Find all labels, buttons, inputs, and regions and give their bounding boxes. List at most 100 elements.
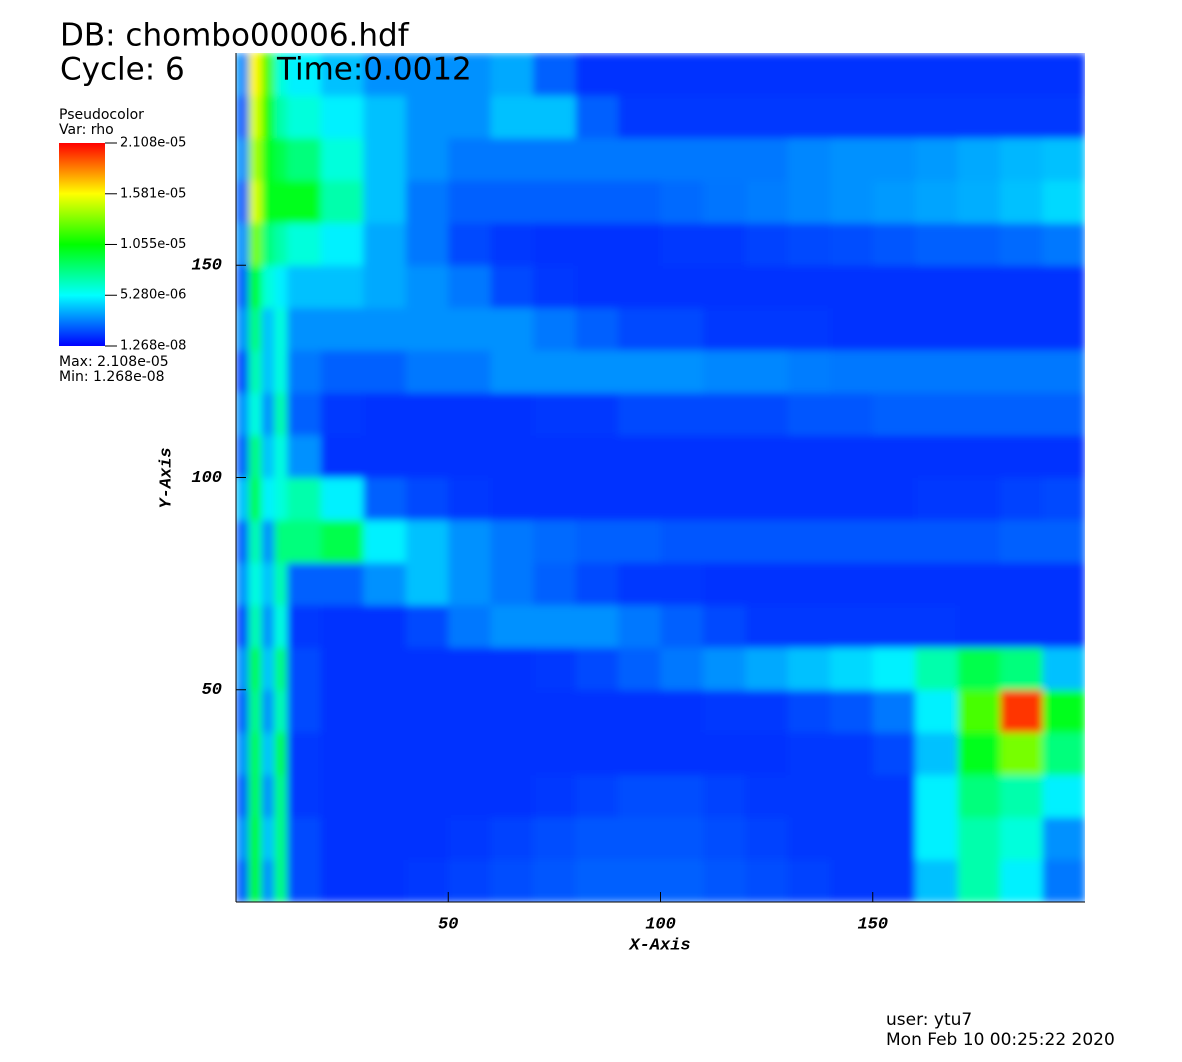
cell xyxy=(660,307,704,351)
cell xyxy=(448,647,492,691)
cell xyxy=(1000,180,1044,224)
cell xyxy=(405,477,449,521)
cell xyxy=(575,519,619,563)
cell xyxy=(957,477,1001,521)
cell xyxy=(872,647,916,691)
cell xyxy=(618,859,661,902)
cell xyxy=(405,222,449,266)
cell xyxy=(618,604,661,648)
cell xyxy=(448,689,492,733)
cell xyxy=(745,859,789,902)
cell xyxy=(248,817,262,861)
cell xyxy=(660,477,704,521)
cell xyxy=(787,180,831,224)
cell xyxy=(363,95,407,139)
cell xyxy=(787,562,831,606)
cell xyxy=(618,222,661,266)
cell xyxy=(490,817,534,861)
colorbar-label: 5.280e-06 xyxy=(120,288,186,303)
cell xyxy=(320,604,364,648)
cell xyxy=(915,477,959,521)
cell xyxy=(575,732,619,776)
cell xyxy=(248,689,262,733)
cell xyxy=(787,817,831,861)
cell xyxy=(618,774,661,818)
cell xyxy=(872,859,916,902)
cell xyxy=(830,392,874,436)
cell xyxy=(320,477,364,521)
cell xyxy=(1000,53,1044,96)
cell xyxy=(702,519,746,563)
cell xyxy=(363,604,407,648)
cell xyxy=(575,562,619,606)
cell xyxy=(660,222,704,266)
cell xyxy=(248,350,262,394)
cell xyxy=(405,137,449,181)
cell xyxy=(957,435,1001,478)
cell xyxy=(490,307,534,351)
cell xyxy=(533,817,577,861)
cell xyxy=(957,562,1001,606)
cell xyxy=(830,307,874,351)
cell xyxy=(872,817,916,861)
cell xyxy=(405,95,449,139)
cell xyxy=(1042,307,1085,351)
cell xyxy=(448,817,492,861)
cell xyxy=(248,180,262,224)
cell xyxy=(830,859,874,902)
cell xyxy=(787,859,831,902)
cell xyxy=(618,350,661,394)
cell xyxy=(702,732,746,776)
y-tick-label: 150 xyxy=(191,257,222,276)
cell xyxy=(830,137,874,181)
cell xyxy=(274,265,288,309)
cell xyxy=(261,477,275,521)
cell xyxy=(236,53,250,96)
cell xyxy=(274,519,288,563)
colorbar-label: 1.581e-05 xyxy=(120,186,186,201)
cell xyxy=(830,689,874,733)
cell xyxy=(702,350,746,394)
cell xyxy=(575,392,619,436)
cell xyxy=(957,222,1001,266)
cell xyxy=(363,689,407,733)
cell xyxy=(286,859,322,902)
cell xyxy=(915,137,959,181)
cell xyxy=(286,95,322,139)
cell xyxy=(320,689,364,733)
cell xyxy=(490,350,534,394)
cell xyxy=(1042,774,1085,818)
cell xyxy=(618,307,661,351)
cell xyxy=(490,137,534,181)
cell xyxy=(787,604,831,648)
cell xyxy=(872,222,916,266)
cell xyxy=(618,689,661,733)
cell xyxy=(1000,95,1044,139)
cell xyxy=(660,774,704,818)
cell xyxy=(915,53,959,96)
cell xyxy=(787,774,831,818)
cell xyxy=(236,562,250,606)
cell xyxy=(490,519,534,563)
cell xyxy=(261,732,275,776)
cell xyxy=(915,604,959,648)
cell xyxy=(248,53,262,96)
cell xyxy=(248,265,262,309)
cell xyxy=(745,350,789,394)
cell xyxy=(286,647,322,691)
cell xyxy=(448,859,492,902)
cell xyxy=(660,53,704,96)
cell xyxy=(274,774,288,818)
cell xyxy=(448,180,492,224)
cell xyxy=(1000,435,1044,478)
cell xyxy=(660,732,704,776)
cell xyxy=(490,222,534,266)
cell xyxy=(448,774,492,818)
cell xyxy=(745,774,789,818)
cell xyxy=(236,817,250,861)
cell xyxy=(575,222,619,266)
cell xyxy=(872,519,916,563)
cell xyxy=(236,774,250,818)
cell xyxy=(448,307,492,351)
cell xyxy=(490,392,534,436)
